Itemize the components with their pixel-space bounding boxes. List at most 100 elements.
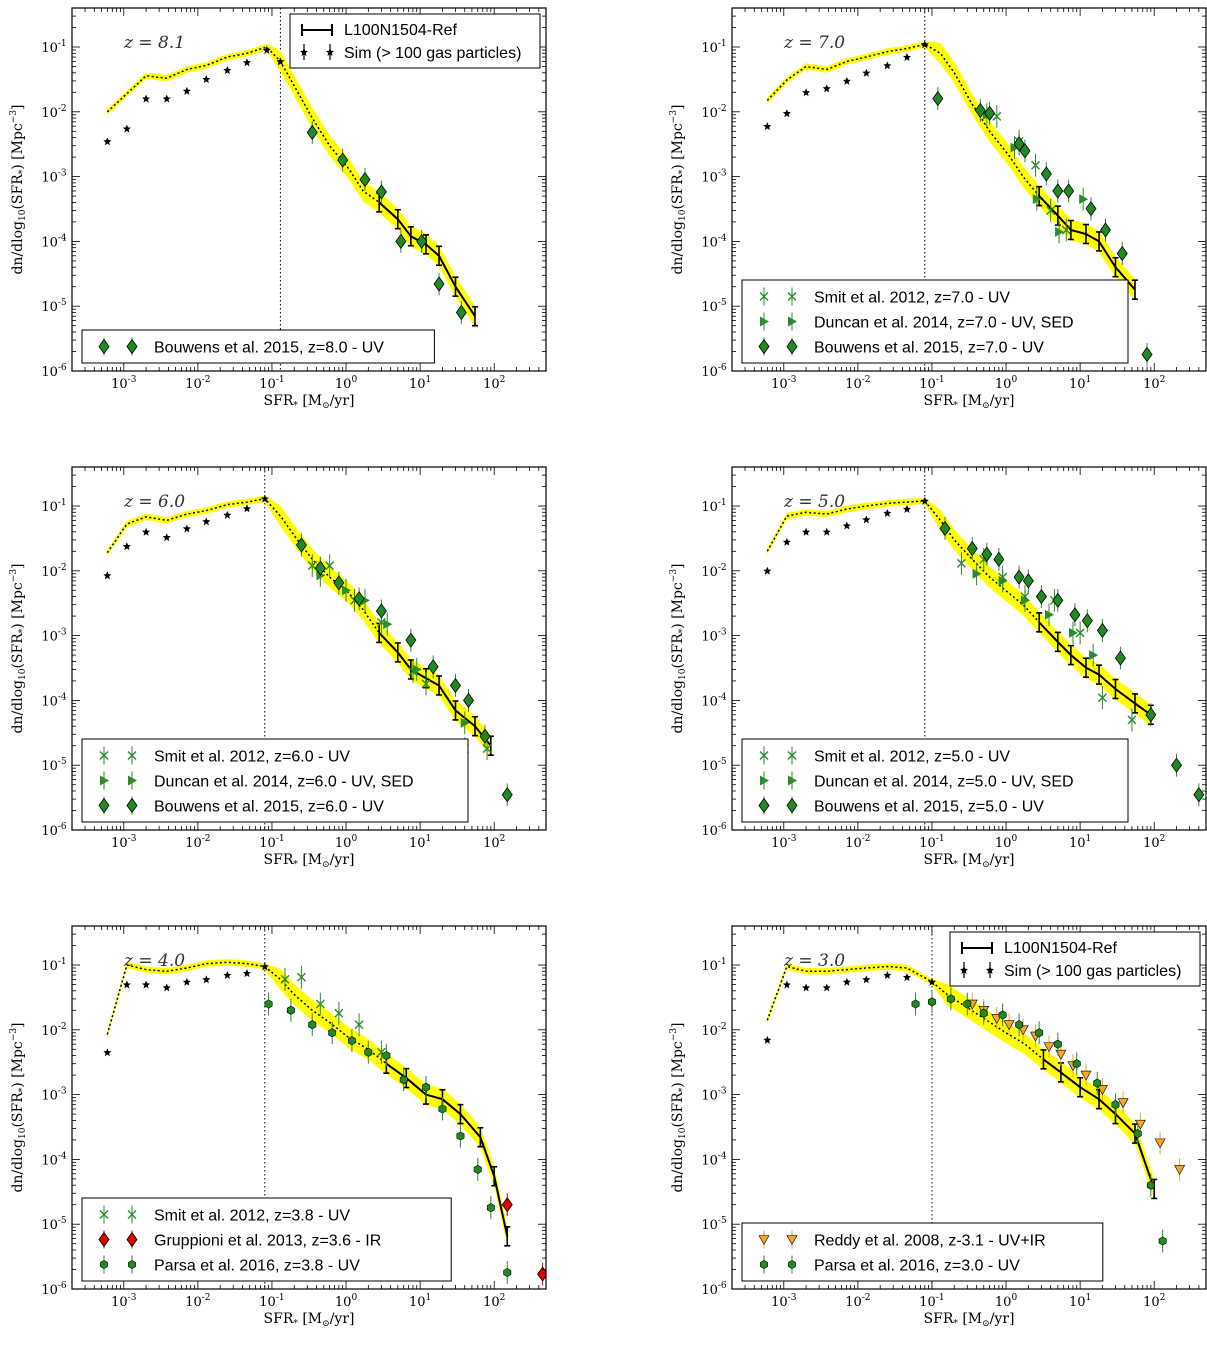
legend-marker <box>99 1210 109 1219</box>
x-axis-label: SFR* [M⊙/yr] <box>264 1311 355 1329</box>
y-axis-label: dn/dlog10(SFR*) [Mpc−3] <box>9 563 28 733</box>
x-tick-label-10^-3: 10-3 <box>771 834 797 851</box>
diamond-point <box>1013 569 1025 585</box>
legend-label: Smit et al. 2012, z=7.0 - UV <box>814 290 1010 307</box>
cross-point <box>1097 693 1107 703</box>
x-tick-label-10^1: 101 <box>1069 375 1091 392</box>
x-tick-label-10^-2: 10-2 <box>185 375 210 392</box>
ref-solid-line <box>385 1062 509 1237</box>
diamond-point <box>1114 650 1126 666</box>
y-tick-label-10^-3: 10-3 <box>41 1087 67 1104</box>
axes-frame <box>731 466 1207 831</box>
reddiamond-point <box>501 1197 513 1213</box>
diamond-point <box>1052 592 1064 609</box>
legend-box <box>289 13 541 69</box>
sim-point <box>103 571 112 580</box>
diamond-point <box>1081 612 1093 629</box>
tri-point <box>460 717 470 728</box>
x-tick-label-10^2: 102 <box>1143 834 1165 851</box>
hex-point <box>382 1051 391 1061</box>
legend-marker <box>127 751 137 760</box>
sim-point <box>822 983 831 992</box>
diamond-point <box>993 551 1005 568</box>
sim-point <box>842 977 851 986</box>
diamond-point <box>1022 573 1034 589</box>
diamond-point <box>353 591 365 607</box>
y-tick-label-10^-4: 10-4 <box>701 233 727 250</box>
hex-point <box>998 1010 1007 1020</box>
sim-point <box>162 533 171 542</box>
hex-point <box>1111 1100 1120 1110</box>
y-tick-label-10^-6: 10-6 <box>41 363 67 380</box>
x-tick-label-10^0: 100 <box>995 375 1018 392</box>
y-tick-label-10^-2: 10-2 <box>41 563 66 580</box>
panel-z5: 10-3 10-2 10-1 100 101 102 10-6 10-5 10-4 10-3 10-… <box>669 466 1207 870</box>
tri-point <box>972 568 982 579</box>
axes-frame <box>71 466 547 831</box>
diamond-point <box>405 632 417 648</box>
y-tick-label-10^-5: 10-5 <box>41 298 67 315</box>
sim-point <box>902 504 911 513</box>
sim-scatter-band <box>107 495 491 757</box>
panel-z3: 10-3 10-2 10-1 100 101 102 10-6 10-5 10-4 10-3 10-… <box>669 925 1207 1329</box>
x-tick-label-10^1: 101 <box>1069 1293 1091 1310</box>
plot-area <box>103 926 546 1289</box>
legend-marker <box>100 1259 108 1270</box>
legend-label: Duncan et al. 2014, z=5.0 - UV, SED <box>814 774 1074 791</box>
sim-point <box>223 510 232 519</box>
tri-point <box>1068 627 1078 638</box>
plot-area <box>763 926 1186 1289</box>
redshift-label: z = 6.0 <box>123 492 185 512</box>
panel-z4: 10-3 10-2 10-1 100 101 102 10-6 10-5 10-4 10-3 10-… <box>9 925 547 1329</box>
tri-point <box>1020 595 1030 606</box>
legend-marker <box>126 338 138 355</box>
x-tick-label-10^2: 102 <box>1143 375 1165 392</box>
diamond-point <box>1013 136 1025 152</box>
sim-point <box>822 84 831 93</box>
sim-point <box>883 509 892 518</box>
redshift-label: z = 3.0 <box>783 951 845 971</box>
legend-label: Smit et al. 2012, z=3.8 - UV <box>154 1208 350 1225</box>
y-tick-label-10^-4: 10-4 <box>41 1151 67 1168</box>
y-tick-label-10^-3: 10-3 <box>701 169 727 186</box>
sim-point <box>260 494 269 503</box>
x-axis-label: SFR* [M⊙/yr] <box>264 852 355 870</box>
hex-point <box>422 1082 430 1092</box>
legend-marker <box>960 966 968 974</box>
cross-point <box>1061 225 1071 235</box>
diamond-point <box>333 575 345 591</box>
diamond-point <box>1063 183 1075 199</box>
sim-scatter-band <box>767 41 1135 301</box>
x-tick-label-10^-2: 10-2 <box>185 1293 210 1310</box>
x-axis-label: SFR* [M⊙/yr] <box>924 393 1015 411</box>
sim-point <box>782 537 791 546</box>
diamond-point <box>455 304 467 321</box>
x-tick-label-10^-3: 10-3 <box>111 375 137 392</box>
legend-marker <box>127 1210 137 1219</box>
diamond-point <box>1035 588 1047 605</box>
redshift-label: z = 5.0 <box>783 492 845 512</box>
sim-point <box>142 94 151 103</box>
legend-marker <box>126 797 138 814</box>
cross-point <box>325 561 335 571</box>
legend-marker <box>786 338 798 355</box>
redshift-label: z = 7.0 <box>783 33 845 53</box>
diamond-point <box>306 124 318 141</box>
x-tick-label-10^1: 101 <box>409 1293 431 1310</box>
diamond-point <box>939 520 951 537</box>
cross-point <box>1075 628 1085 638</box>
tri-point <box>383 619 393 630</box>
cross-point <box>1127 715 1137 725</box>
sim-point <box>276 57 285 66</box>
diamond-point <box>932 90 944 107</box>
sim-point <box>782 109 791 118</box>
diamond-point <box>1141 346 1153 363</box>
legend-box <box>81 329 435 364</box>
y-tick-label-10^-4: 10-4 <box>701 1151 727 1168</box>
legend-marker <box>98 797 110 814</box>
legend-marker <box>326 48 334 56</box>
tri-point <box>1010 142 1020 153</box>
x-tick-label-10^-2: 10-2 <box>845 1293 870 1310</box>
x-tick-label-10^-1: 10-1 <box>259 375 284 392</box>
sim-point <box>162 94 171 103</box>
